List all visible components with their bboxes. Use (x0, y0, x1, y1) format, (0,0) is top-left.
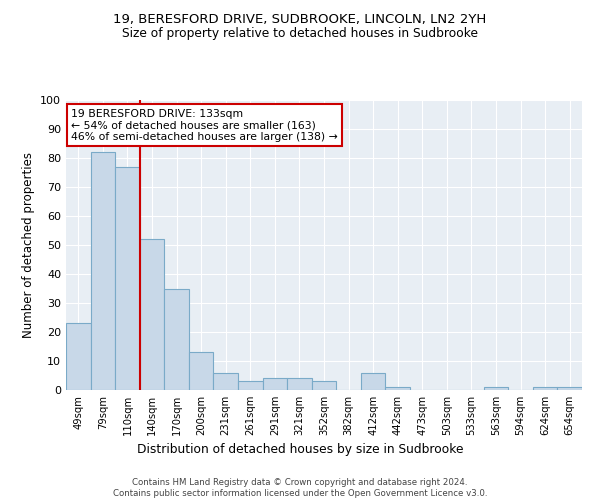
Bar (361, 372, 385, 390)
Bar (238, 382, 263, 390)
Bar (385, 387, 410, 390)
Bar (115, 166, 140, 390)
Bar (66, 324, 91, 390)
Bar (533, 387, 557, 390)
Bar (312, 382, 336, 390)
Bar (189, 352, 214, 390)
Text: 19, BERESFORD DRIVE, SUDBROOKE, LINCOLN, LN2 2YH: 19, BERESFORD DRIVE, SUDBROOKE, LINCOLN,… (113, 12, 487, 26)
Bar (214, 372, 238, 390)
Bar (557, 387, 582, 390)
Bar (484, 387, 508, 390)
Text: Contains HM Land Registry data © Crown copyright and database right 2024.
Contai: Contains HM Land Registry data © Crown c… (113, 478, 487, 498)
Bar (140, 239, 164, 390)
Text: Size of property relative to detached houses in Sudbrooke: Size of property relative to detached ho… (122, 28, 478, 40)
Y-axis label: Number of detached properties: Number of detached properties (22, 152, 35, 338)
Text: 19 BERESFORD DRIVE: 133sqm
← 54% of detached houses are smaller (163)
46% of sem: 19 BERESFORD DRIVE: 133sqm ← 54% of deta… (71, 108, 338, 142)
Bar (164, 288, 189, 390)
Bar (263, 378, 287, 390)
Bar (287, 378, 312, 390)
Bar (91, 152, 115, 390)
Text: Distribution of detached houses by size in Sudbrooke: Distribution of detached houses by size … (137, 442, 463, 456)
